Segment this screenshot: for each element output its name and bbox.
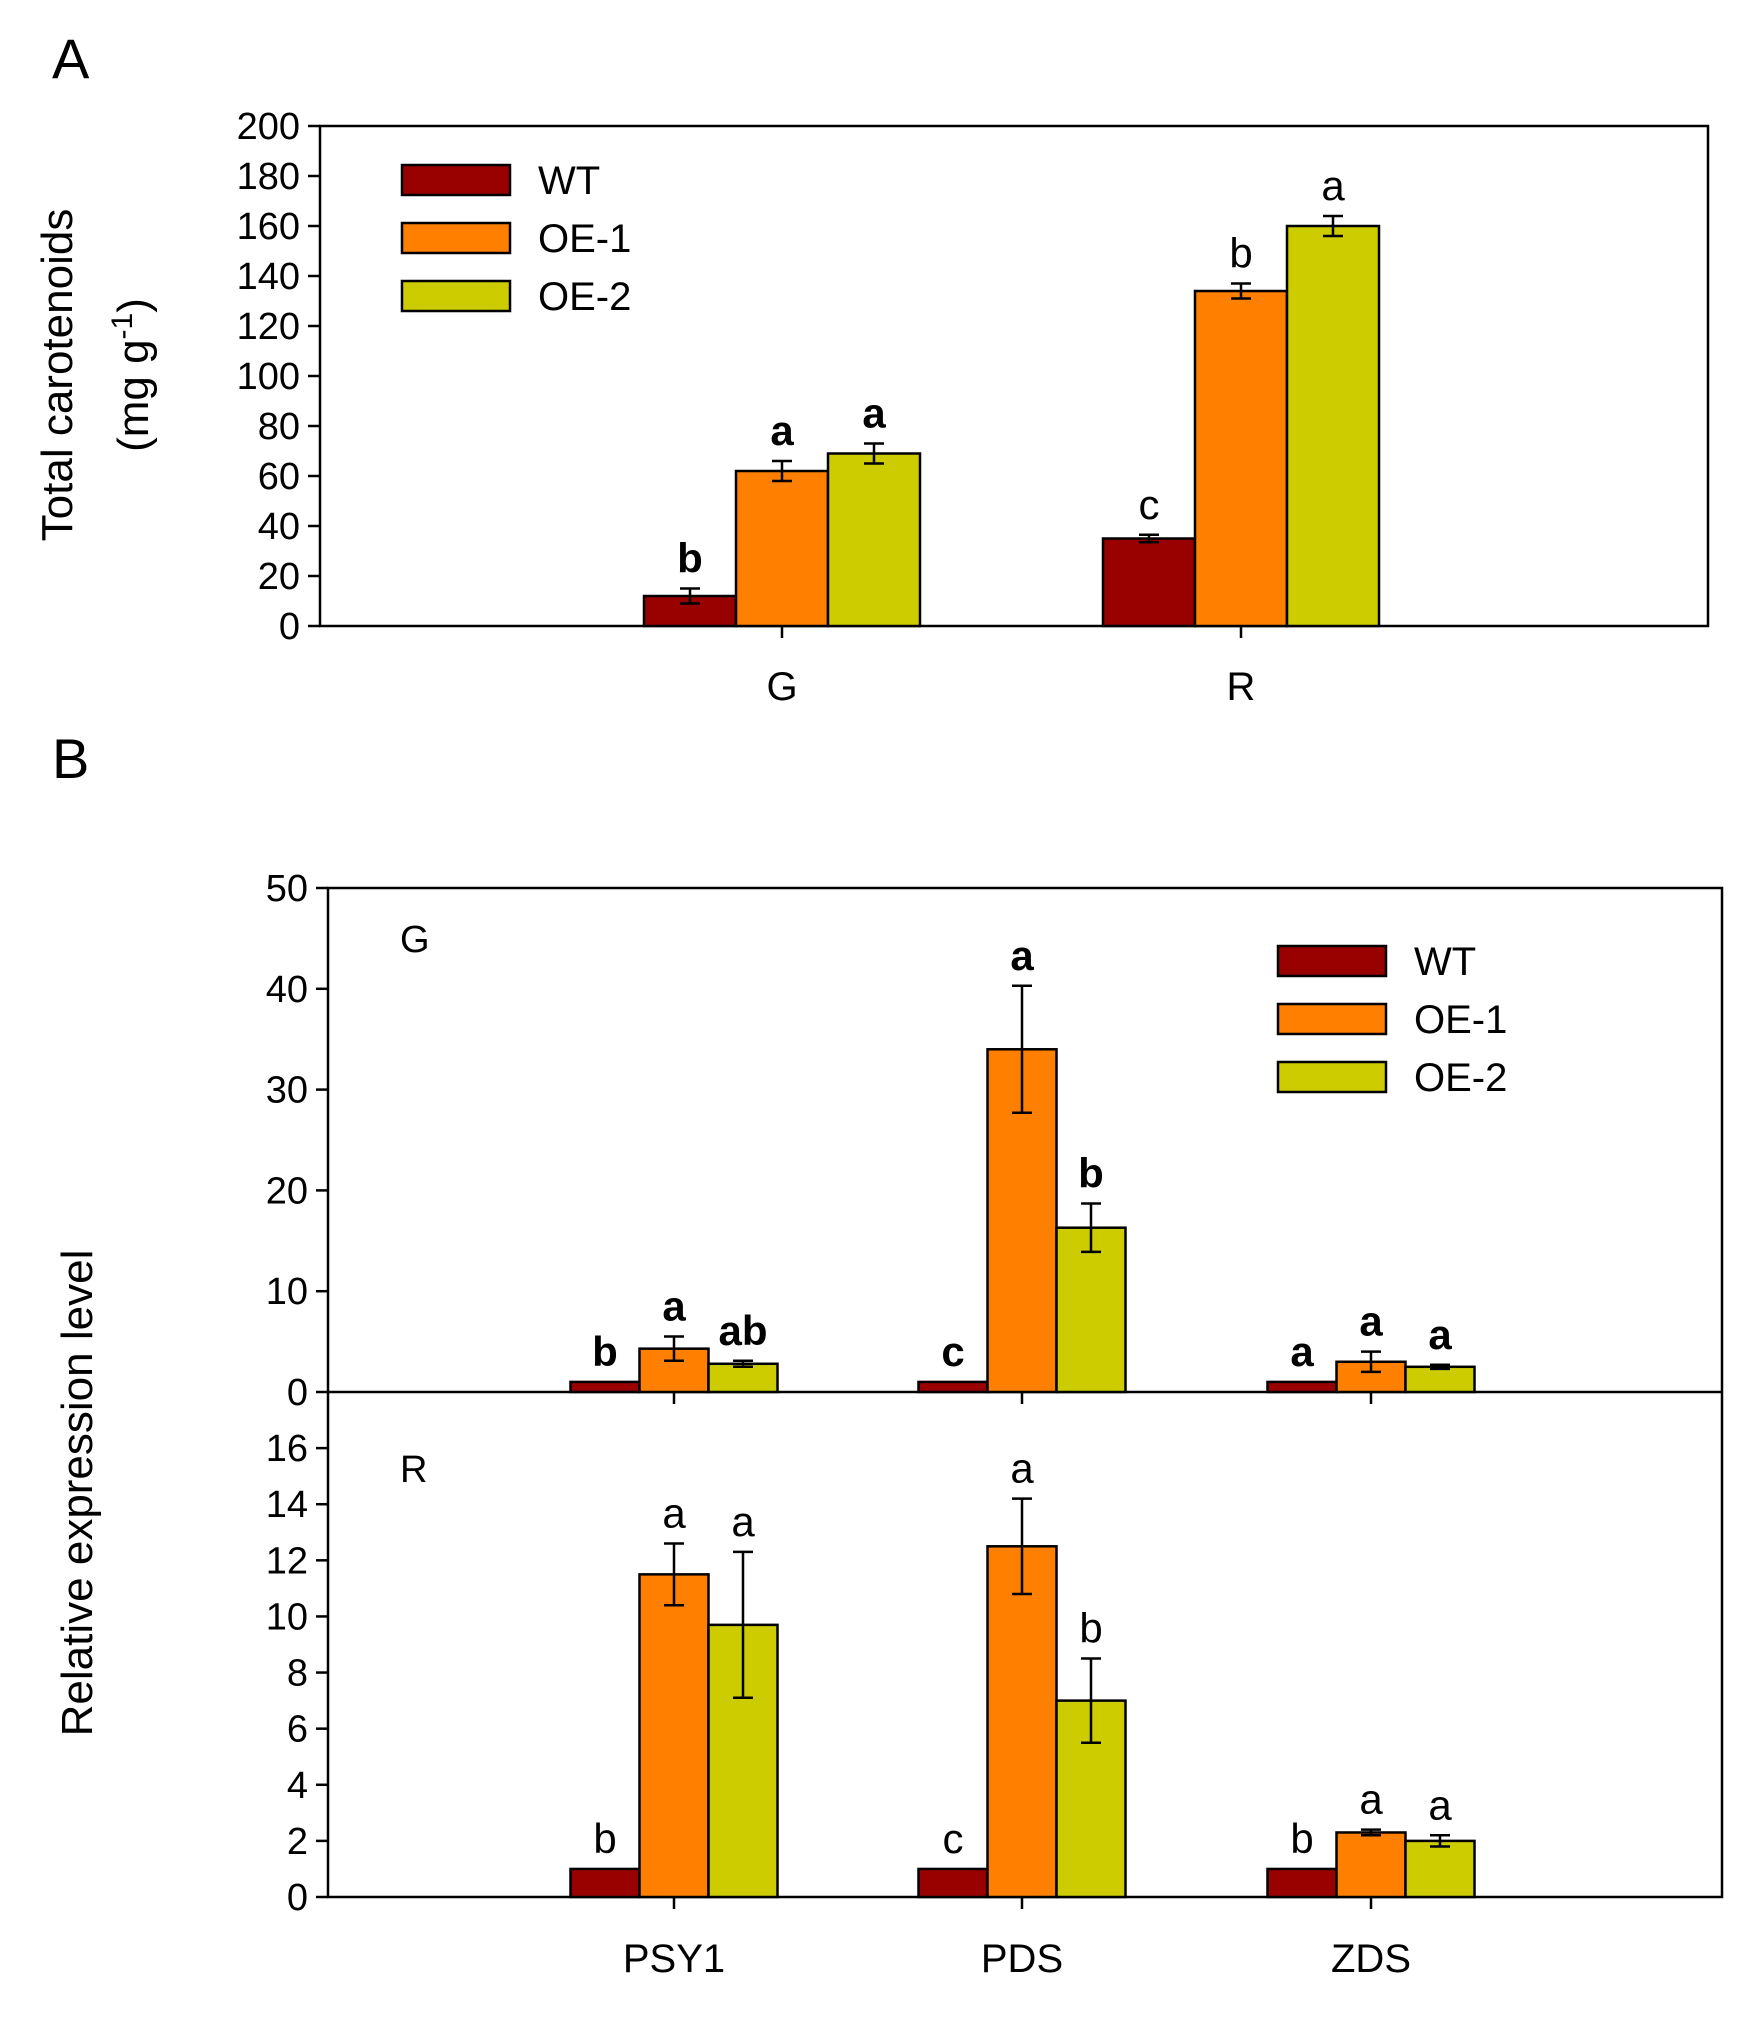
legend-label: OE-2: [1414, 1056, 1507, 1100]
panel-a-ylabel-line2: (mg g-1): [106, 298, 158, 452]
legend-swatch: [400, 163, 512, 197]
bar: [1285, 224, 1381, 628]
bar: [638, 1573, 710, 1899]
bar: [1193, 289, 1289, 628]
panel-b: B Relative expression level 01020304050b…: [52, 727, 1724, 1981]
significance-letter: ab: [718, 1307, 767, 1354]
plot-frame: [326, 886, 1724, 1392]
significance-letter: b: [593, 1815, 616, 1862]
significance-letter: a: [1359, 1776, 1383, 1823]
y-tick-label: 14: [266, 1484, 308, 1526]
significance-letter: c: [943, 1815, 964, 1862]
significance-letter: a: [1428, 1781, 1452, 1828]
y-tick-label: 50: [266, 868, 308, 910]
significance-letter: c: [941, 1328, 964, 1375]
legend-swatch: [400, 221, 512, 255]
y-tick-label: 60: [258, 456, 300, 498]
bar: [1266, 1380, 1338, 1394]
significance-letter: a: [1290, 1328, 1314, 1375]
y-tick-label: 40: [266, 969, 308, 1011]
bar: [1404, 1839, 1476, 1899]
subpanel-label: R: [400, 1449, 427, 1491]
y-tick-label: 100: [237, 356, 300, 398]
bar: [1404, 1365, 1476, 1394]
legend-label: WT: [538, 159, 600, 203]
y-tick-label: 20: [266, 1170, 308, 1212]
y-tick-label: 6: [287, 1709, 308, 1751]
bar: [917, 1380, 989, 1394]
y-tick-label: 16: [266, 1428, 308, 1470]
y-tick-label: 0: [287, 1877, 308, 1919]
legend-label: OE-1: [538, 217, 631, 261]
legend-swatch: [1276, 944, 1388, 978]
y-tick-label: 12: [266, 1540, 308, 1582]
panel-a: A Total carotenoids (mg g-1) 0 20 40 60 80 10…: [33, 27, 1710, 709]
significance-letter: c: [1139, 481, 1160, 528]
legend-label: OE-2: [538, 275, 631, 319]
panel-a-letter: A: [52, 27, 90, 90]
panel-b-letter: B: [52, 727, 89, 790]
legend-swatch: [1276, 1002, 1388, 1036]
significance-letter: a: [1010, 1445, 1034, 1492]
significance-letter: b: [1079, 1605, 1102, 1652]
x-tick-label: R: [1227, 665, 1256, 709]
y-tick-label: 80: [258, 406, 300, 448]
y-tick-label: 10: [266, 1596, 308, 1638]
bar: [569, 1867, 641, 1899]
y-tick-label: 140: [237, 256, 300, 298]
legend-label: WT: [1414, 940, 1476, 984]
x-tick-label: PSY1: [623, 1937, 725, 1981]
y-tick-label: 120: [237, 306, 300, 348]
bar: [917, 1867, 989, 1899]
bar: [986, 1545, 1058, 1899]
subpanel-label: G: [400, 919, 430, 961]
significance-letter: b: [1229, 230, 1252, 277]
significance-letter: a: [770, 407, 794, 454]
panel-a-ylabel-line1: Total carotenoids: [33, 209, 82, 542]
significance-letter: a: [862, 390, 886, 437]
bar: [1101, 537, 1197, 628]
y-tick-label: 40: [258, 506, 300, 548]
legend-swatch: [1276, 1060, 1388, 1094]
y-tick-label: 8: [287, 1653, 308, 1695]
significance-letter: b: [1078, 1150, 1104, 1197]
bar: [826, 452, 922, 628]
x-tick-label: G: [766, 665, 797, 709]
y-tick-label: 2: [287, 1821, 308, 1863]
legend-swatch: [400, 279, 512, 313]
significance-letter: b: [592, 1328, 618, 1375]
x-tick-label: PDS: [981, 1937, 1063, 1981]
legend-label: OE-1: [1414, 998, 1507, 1042]
y-tick-label: 160: [237, 206, 300, 248]
significance-letter: a: [1359, 1298, 1383, 1345]
significance-letter: a: [1428, 1311, 1452, 1358]
bar: [1055, 1226, 1127, 1394]
y-tick-label: 180: [237, 156, 300, 198]
panel-b-ylabel: Relative expression level: [53, 1250, 102, 1737]
y-tick-label: 0: [287, 1372, 308, 1414]
bar: [569, 1380, 641, 1394]
bar: [1266, 1867, 1338, 1899]
significance-letter: a: [1321, 162, 1345, 209]
significance-letter: a: [662, 1490, 686, 1537]
significance-letter: a: [1010, 932, 1034, 979]
plot-frame: [318, 124, 1710, 628]
significance-letter: b: [1290, 1815, 1313, 1862]
y-tick-label: 0: [279, 606, 300, 648]
y-tick-label: 200: [237, 106, 300, 148]
y-tick-label: 4: [287, 1765, 308, 1807]
bar: [1335, 1831, 1407, 1899]
panel-a-plot: 0 20 40 60 80 100 120 140 160 180 200 G Rb c a b a a WT OE-…: [237, 106, 1710, 709]
y-tick-label: 30: [266, 1070, 308, 1112]
y-tick-label: 10: [266, 1271, 308, 1313]
significance-letter: b: [677, 535, 703, 582]
significance-letter: a: [731, 1498, 755, 1545]
bar: [734, 469, 830, 628]
x-tick-label: ZDS: [1331, 1937, 1411, 1981]
y-tick-label: 20: [258, 556, 300, 598]
significance-letter: a: [662, 1283, 686, 1330]
